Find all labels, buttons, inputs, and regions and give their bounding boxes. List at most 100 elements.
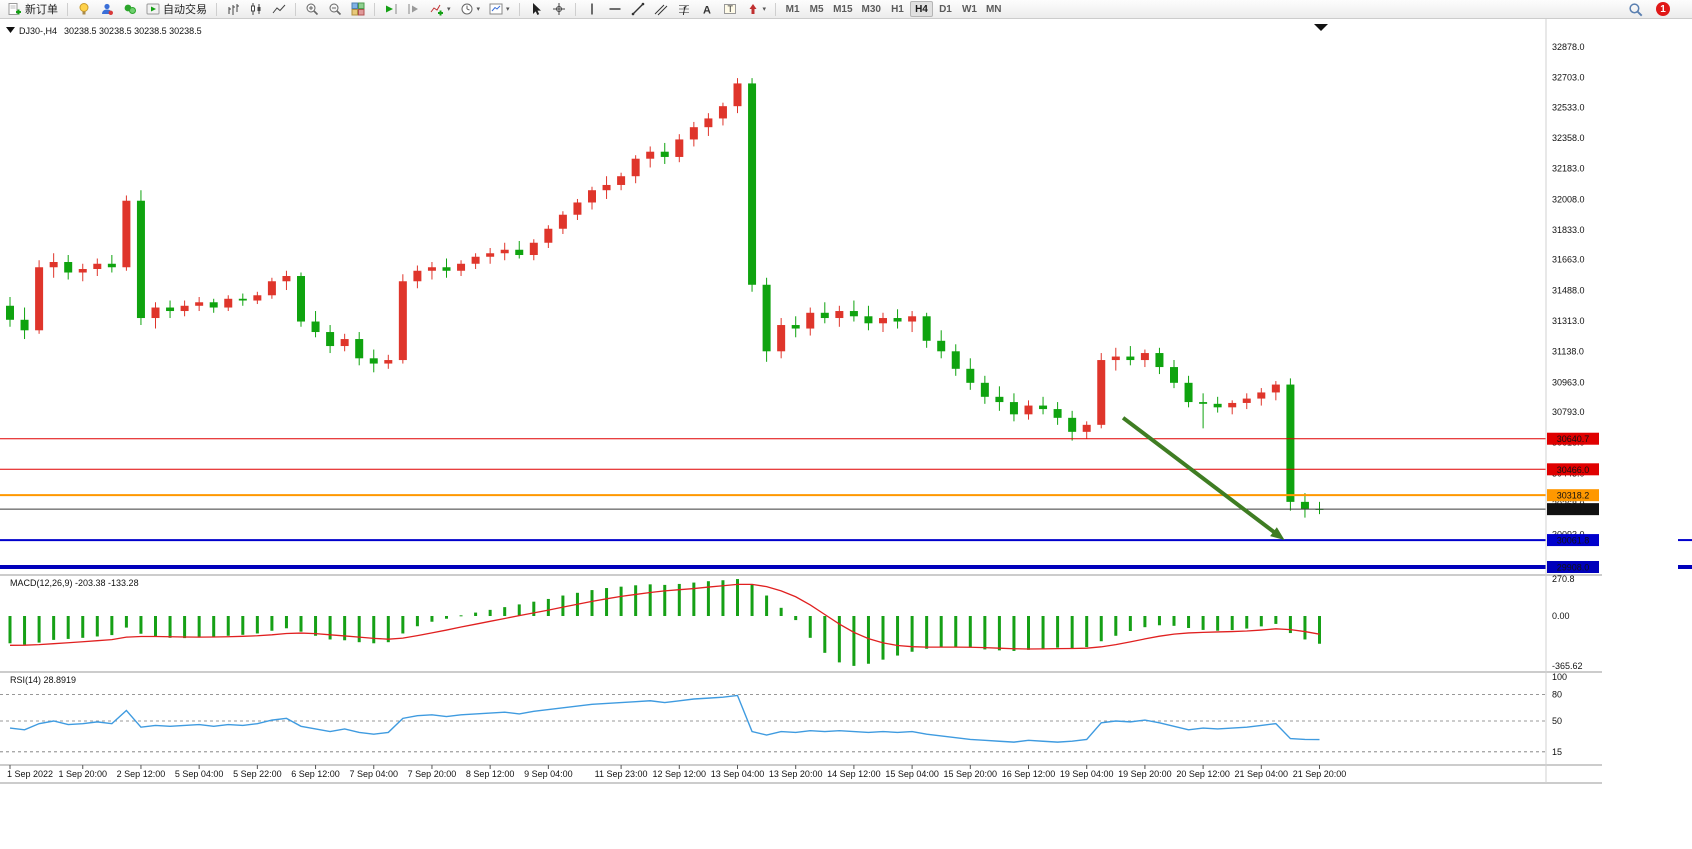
zoom-in-button[interactable] xyxy=(301,1,323,18)
macd-bar xyxy=(532,601,536,616)
macd-bar xyxy=(1099,616,1103,642)
timeframe-h1[interactable]: H1 xyxy=(886,1,909,17)
notification-badge[interactable]: 1 xyxy=(1656,2,1670,16)
candle xyxy=(849,311,858,317)
horizontal-line-button[interactable] xyxy=(604,1,626,18)
chart-shift-marker[interactable] xyxy=(1314,24,1328,31)
time-label: 19 Sep 20:00 xyxy=(1118,769,1172,779)
templates-button[interactable]: ▾ xyxy=(485,1,514,18)
chevron-down-icon: ▾ xyxy=(447,5,451,13)
text-tool-button[interactable]: A xyxy=(696,1,718,18)
time-axis[interactable]: 1 Sep 2022 1 Sep 20:00 2 Sep 12:00 5 Sep 04… xyxy=(7,765,1346,779)
candle xyxy=(427,267,436,271)
candle xyxy=(457,263,466,271)
candle xyxy=(1009,402,1018,415)
timeframe-h4[interactable]: H4 xyxy=(909,1,933,17)
macd-bar xyxy=(415,616,419,627)
timeframe-m30[interactable]: M30 xyxy=(858,1,885,17)
indicators-icon xyxy=(430,4,443,16)
timeframe-mn[interactable]: MN xyxy=(982,1,1006,17)
candle xyxy=(6,305,14,320)
bar-chart-button[interactable] xyxy=(222,1,244,18)
cursor-button[interactable] xyxy=(525,1,547,18)
svg-text:30061.8: 30061.8 xyxy=(1557,536,1590,546)
new-order-button[interactable]: 新订单 xyxy=(4,1,62,18)
macd-bar xyxy=(372,616,376,644)
timeframe-m15[interactable]: M15 xyxy=(829,1,856,17)
macd-bar xyxy=(1128,616,1132,632)
timeframe-m5[interactable]: M5 xyxy=(805,1,828,17)
hline-price-label xyxy=(1547,489,1599,502)
macd-bar xyxy=(823,616,827,653)
chevron-down-icon: ▾ xyxy=(476,5,481,13)
candle xyxy=(413,270,422,282)
svg-text:ƒ: ƒ xyxy=(681,5,687,16)
hline-price-label xyxy=(1547,561,1599,574)
macd-bar xyxy=(1274,616,1278,624)
trend-arrow[interactable] xyxy=(1121,416,1280,537)
candle xyxy=(224,298,233,308)
candle xyxy=(1242,398,1251,403)
line-chart-button[interactable] xyxy=(268,1,290,18)
candle xyxy=(835,311,844,319)
autotrading-icon xyxy=(146,3,160,15)
autotrading-button[interactable]: 自动交易 xyxy=(142,1,211,18)
channel-icon xyxy=(654,4,667,16)
timeframe-m1[interactable]: M1 xyxy=(781,1,804,17)
symbol-dropdown-icon[interactable] xyxy=(6,27,15,33)
candle xyxy=(733,83,742,107)
macd-bar xyxy=(605,588,609,616)
fibonacci-icon: ƒ xyxy=(678,5,689,16)
candle xyxy=(748,83,757,285)
hline-price-label xyxy=(1547,463,1599,476)
profile-button[interactable] xyxy=(96,1,118,18)
search-button[interactable] xyxy=(1624,1,1647,18)
svg-text:0.00: 0.00 xyxy=(1552,611,1570,621)
candle xyxy=(602,184,611,191)
macd-bar xyxy=(546,598,550,616)
zoom-in-icon xyxy=(306,3,319,16)
macd-bar xyxy=(488,609,492,616)
macd-bar xyxy=(808,616,812,638)
zoom-out-button[interactable] xyxy=(324,1,346,18)
community-button[interactable] xyxy=(119,1,141,18)
periods-button[interactable]: ▾ xyxy=(456,1,485,18)
macd-bar xyxy=(765,595,769,616)
candle xyxy=(908,316,917,322)
symbol-period: DJ30-,H4 xyxy=(19,26,57,36)
candlestick-chart-button[interactable] xyxy=(245,1,267,18)
toolbar-separator xyxy=(775,2,777,16)
auto-scroll-button[interactable] xyxy=(380,1,402,18)
vertical-line-button[interactable] xyxy=(581,1,603,18)
timeframe-w1[interactable]: W1 xyxy=(958,1,981,17)
candle xyxy=(660,151,669,157)
tile-windows-button[interactable] xyxy=(347,1,369,18)
fibonacci-button[interactable]: ƒ xyxy=(673,1,695,18)
candle xyxy=(282,276,291,282)
label-tool-button[interactable]: T xyxy=(719,1,741,18)
chart-canvas[interactable]: DJ30-,H4 30238.5 30238.5 30238.5 30238.5 … xyxy=(0,19,1692,789)
candle xyxy=(995,396,1004,403)
candle xyxy=(704,118,713,128)
candle xyxy=(762,284,771,352)
arrows-tool-button[interactable]: ▾ xyxy=(742,1,771,18)
indicators-button[interactable]: ▾ xyxy=(426,1,455,18)
svg-text:31138.0: 31138.0 xyxy=(1552,347,1584,357)
candle xyxy=(675,139,684,157)
candlestick-icon xyxy=(251,3,261,15)
lightbulb-button[interactable] xyxy=(73,1,95,18)
macd-bar xyxy=(183,616,187,639)
candle xyxy=(515,249,524,256)
candle xyxy=(267,281,276,296)
timeframe-d1[interactable]: D1 xyxy=(934,1,957,17)
chart-shift-button[interactable] xyxy=(403,1,425,18)
trendline-button[interactable] xyxy=(627,1,649,18)
svg-text:50: 50 xyxy=(1552,716,1562,726)
channel-button[interactable] xyxy=(650,1,672,18)
candle xyxy=(136,200,145,319)
crosshair-button[interactable] xyxy=(548,1,570,18)
macd-bar xyxy=(299,616,303,632)
svg-text:30640.7: 30640.7 xyxy=(1557,434,1590,444)
candle xyxy=(1082,424,1091,432)
candle xyxy=(1126,356,1135,361)
